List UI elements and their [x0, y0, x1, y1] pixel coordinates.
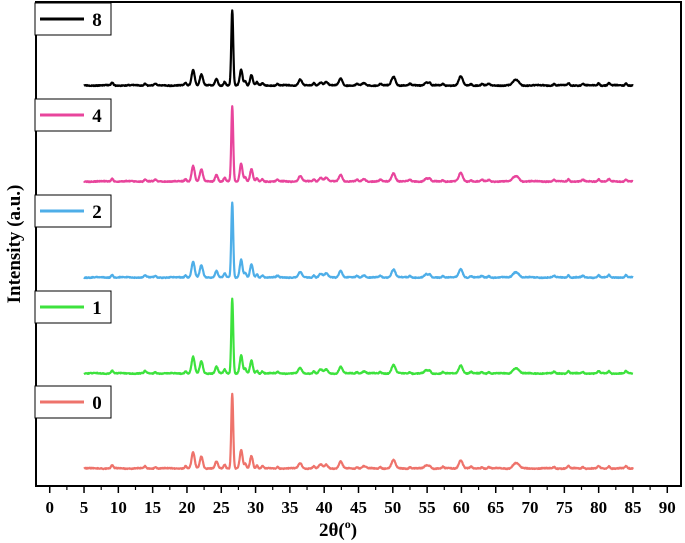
x-tick-label: 60	[453, 498, 470, 517]
plot-frame	[35, 1, 682, 487]
x-tick-label: 20	[178, 498, 195, 517]
x-axis-label-sup: o	[345, 517, 351, 531]
x-tick-label: 0	[45, 498, 54, 517]
legend-label-1: 1	[92, 298, 102, 319]
x-axis-label: 2θ(o)	[319, 517, 357, 541]
series-line-2	[83, 201, 634, 280]
series-line-1	[83, 297, 634, 376]
x-tick-label: 85	[624, 498, 641, 517]
x-tick-label: 70	[522, 498, 539, 517]
x-tick-label: 15	[144, 498, 161, 517]
x-tick-label: 25	[213, 498, 230, 517]
legend-label-2: 2	[92, 202, 102, 223]
x-tick-label: 40	[316, 498, 333, 517]
x-tick-label: 10	[110, 498, 127, 517]
x-tick-label: 5	[80, 498, 89, 517]
legend: 8 4 2 1 0	[34, 2, 112, 419]
x-axis: 0 5 10 15 20 25 30 35 40 45 50 55 60 65 70 75 80 85 90	[45, 486, 676, 517]
legend-label-8: 8	[92, 10, 102, 31]
x-tick-label: 80	[590, 498, 607, 517]
x-tick-label: 55	[419, 498, 436, 517]
series-traces	[83, 9, 634, 471]
series-line-8	[83, 9, 634, 88]
x-tick-label: 30	[247, 498, 264, 517]
series-line-4	[83, 105, 634, 184]
x-tick-label: 35	[281, 498, 298, 517]
x-tick-label: 65	[487, 498, 504, 517]
y-axis-label: Intensity (a.u.)	[4, 185, 25, 304]
x-tick-label: 90	[659, 498, 676, 517]
x-tick-label: 50	[384, 498, 401, 517]
x-tick-label: 75	[556, 498, 573, 517]
x-tick-label: 45	[350, 498, 367, 517]
legend-label-0: 0	[92, 393, 102, 414]
series-line-0	[83, 392, 634, 471]
legend-label-4: 4	[92, 106, 102, 127]
